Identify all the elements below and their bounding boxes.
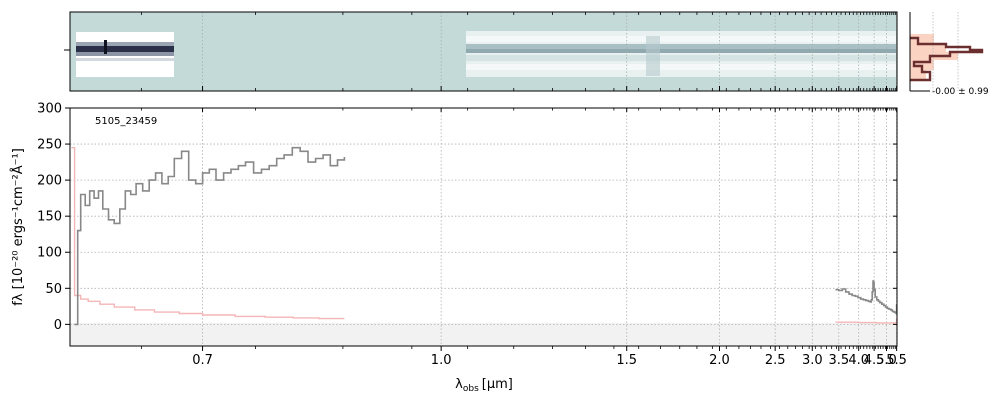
spectrum-1d-frame xyxy=(69,107,898,347)
x-tick-label: 2.5 xyxy=(765,353,786,368)
x-axis-label-main: λ xyxy=(455,377,463,392)
x-tick-label: 5.5 xyxy=(886,353,907,368)
y-tick-label: 150 xyxy=(37,210,62,225)
spectrum-series xyxy=(71,146,898,326)
zero-level-band xyxy=(70,323,897,346)
object-id-annotation: 5105_23459 xyxy=(95,116,157,127)
x-tick-label: 3.0 xyxy=(802,353,823,368)
uncertainty-line xyxy=(835,318,898,324)
y-axis-label: fλ [10⁻²⁰ ergs⁻¹cm⁻²Å⁻¹] xyxy=(10,148,26,306)
y-tick-label: 100 xyxy=(37,246,62,261)
flux-line xyxy=(835,280,898,315)
x-tick-label: 1.0 xyxy=(431,353,452,368)
spectrum-2d-frame xyxy=(69,11,898,92)
x-tick-label: 2.0 xyxy=(709,353,730,368)
x-tick-label: 4.0 xyxy=(848,353,869,368)
y-tick-label: 200 xyxy=(37,174,62,189)
y-tick-label: 0 xyxy=(54,318,62,333)
x-tick-label: 3.5 xyxy=(828,353,849,368)
y-tick-label: 50 xyxy=(45,282,62,297)
spectrum-ticks: 0.7 1.0 1.5 2.0 2.5 3.0 3.5 4.04.55.05.5 0 50 100 1… xyxy=(37,102,907,369)
spectrum-1d-panel: 0.7 1.0 1.5 2.0 2.5 3.0 3.5 4.04.55.05.5 0 50 100 1… xyxy=(10,102,907,395)
histogram-annotation: -0.00 ± 0.99 xyxy=(932,87,989,97)
x-axis-label-sub: obs xyxy=(463,384,479,394)
x-tick-label: 5.0 xyxy=(876,353,897,368)
y-tick-label: 250 xyxy=(37,138,62,153)
y-tick-label: 300 xyxy=(37,102,62,117)
histogram-step xyxy=(910,36,984,82)
residual-histogram-panel: -0.00 ± 0.99 xyxy=(909,12,989,97)
x-axis-label: λobs [μm] xyxy=(455,377,513,394)
x-axis-label-unit: [μm] xyxy=(482,377,513,392)
spectrum-2d-trace-short xyxy=(76,32,174,77)
flux-line xyxy=(74,146,346,326)
x-tick-label: 1.5 xyxy=(616,353,637,368)
x-tick-label: 0.7 xyxy=(192,353,213,368)
spectrum-grid xyxy=(70,107,898,346)
spectrum-2d-trace-long xyxy=(466,31,896,77)
uncertainty-line xyxy=(71,147,345,320)
spectrum-2d-panel xyxy=(64,11,898,92)
y-axis-label-text: fλ [10⁻²⁰ ergs⁻¹cm⁻²Å⁻¹] xyxy=(10,148,26,306)
spectrum-2d-ticks xyxy=(140,12,898,91)
x-tick-label: 4.5 xyxy=(864,353,885,368)
